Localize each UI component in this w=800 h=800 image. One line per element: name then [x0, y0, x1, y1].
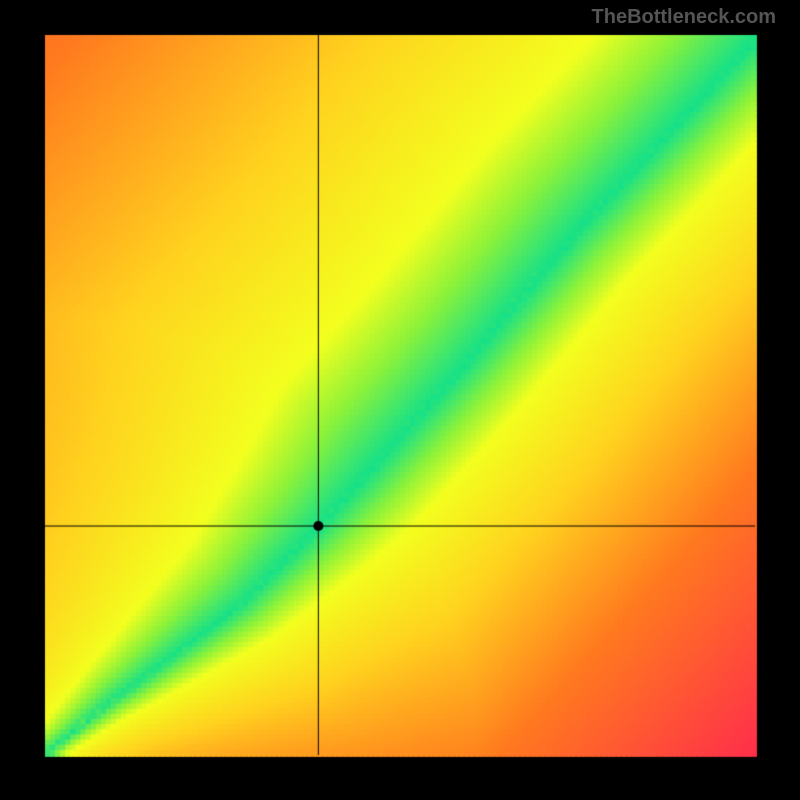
chart-container: TheBottleneck.com	[0, 0, 800, 800]
attribution-label: TheBottleneck.com	[592, 6, 776, 29]
bottleneck-heatmap	[0, 0, 800, 800]
